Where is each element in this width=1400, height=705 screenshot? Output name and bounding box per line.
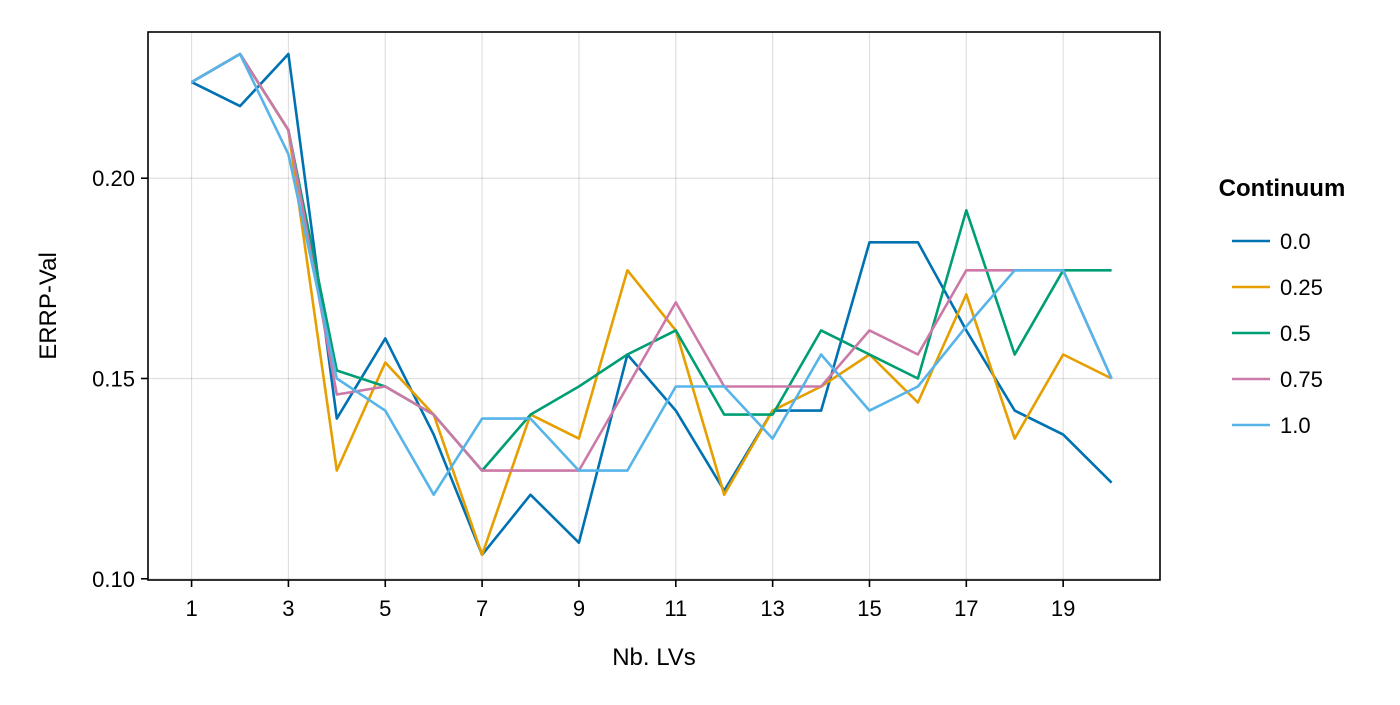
x-tick-label: 3 <box>282 596 294 621</box>
legend-label: 0.25 <box>1280 275 1323 300</box>
grid <box>148 32 1160 580</box>
series-line-0.25 <box>190 52 1113 557</box>
series-line-0.75 <box>190 52 1113 472</box>
series-line-0.5 <box>190 52 1112 472</box>
x-tick-label: 9 <box>573 596 585 621</box>
legend-title: Continuum <box>1219 175 1346 202</box>
legend-label: 0.75 <box>1280 367 1323 392</box>
x-tick-label: 17 <box>954 596 978 621</box>
axes: 1 3 5 7 9 11 13 15 17 190.100.150.20 <box>92 166 1075 621</box>
y-tick-label: 0.15 <box>92 367 135 392</box>
x-tick-label: 1 <box>185 596 197 621</box>
y-tick-label: 0.10 <box>92 567 135 592</box>
x-tick-label: 15 <box>857 596 881 621</box>
series-line-1.0 <box>190 52 1113 497</box>
y-axis-label: ERRP-Val <box>35 252 62 360</box>
x-tick-label: 19 <box>1051 596 1075 621</box>
x-tick-label: 11 <box>664 596 687 621</box>
x-tick-label: 7 <box>476 596 488 621</box>
legend-label: 1.0 <box>1280 413 1311 438</box>
series-lines <box>190 52 1113 557</box>
legend-label: 0.0 <box>1280 229 1311 254</box>
x-axis-label: Nb. LVs <box>612 644 696 671</box>
x-tick-label: 5 <box>379 596 391 621</box>
series-line-0.0 <box>191 52 1113 557</box>
plot-frame <box>147 31 1161 581</box>
y-tick-label: 0.20 <box>92 166 135 191</box>
x-tick-label: 13 <box>760 596 784 621</box>
legend-label: 0.5 <box>1280 321 1311 346</box>
legend: Continuum 0.0 0.25 0.5 0.75 1.0 <box>1219 175 1346 438</box>
